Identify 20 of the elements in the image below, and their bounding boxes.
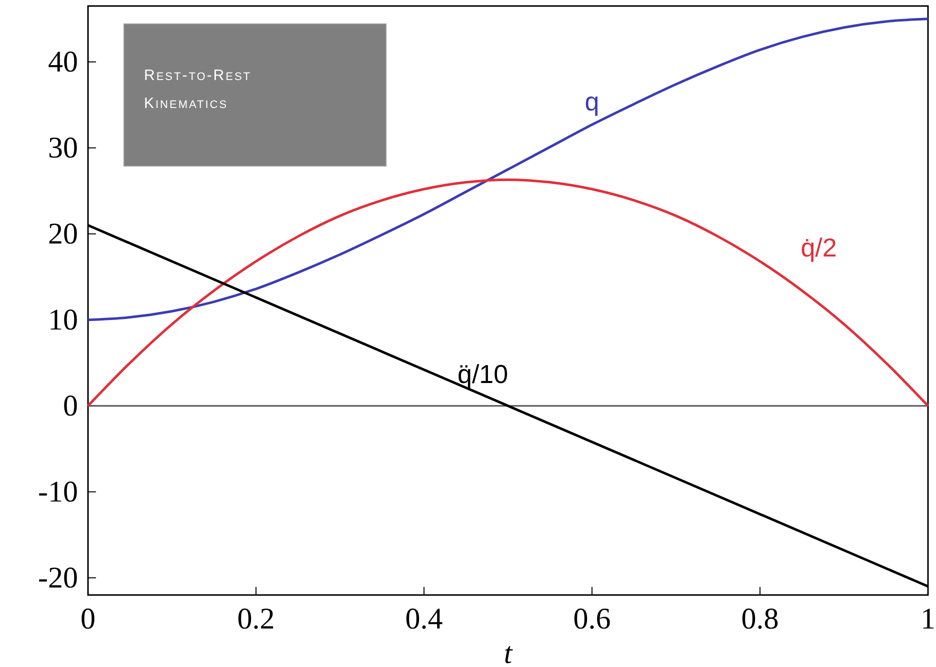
x-axis-title: t [504,637,513,667]
x-tick-label: 0.4 [405,602,443,636]
annotation: Rest-to-Rest Kinematics [144,67,252,112]
line-series [86,178,930,408]
y-tick-label: 40 [48,45,78,78]
series-label: q [584,86,600,117]
x-tick-label: 1 [920,602,936,636]
series-label: q̇/2 [800,232,837,263]
y-tick-label: 0 [63,389,78,422]
y-tick-label: 30 [48,131,78,164]
y-tick-label: -20 [38,561,78,594]
x-tick-label: 0.6 [573,602,611,636]
caption-box: Rest-to-Rest Kinematics [124,24,386,166]
x-tick-label: 0.8 [741,602,779,636]
y-tick-label: 20 [48,217,78,250]
y-tick-label: -10 [38,475,78,508]
x-tick-label: 0.2 [237,602,275,636]
series-label: q̈/10 [457,359,508,389]
y-tick-label: 10 [48,303,78,336]
line-series [86,18,930,322]
